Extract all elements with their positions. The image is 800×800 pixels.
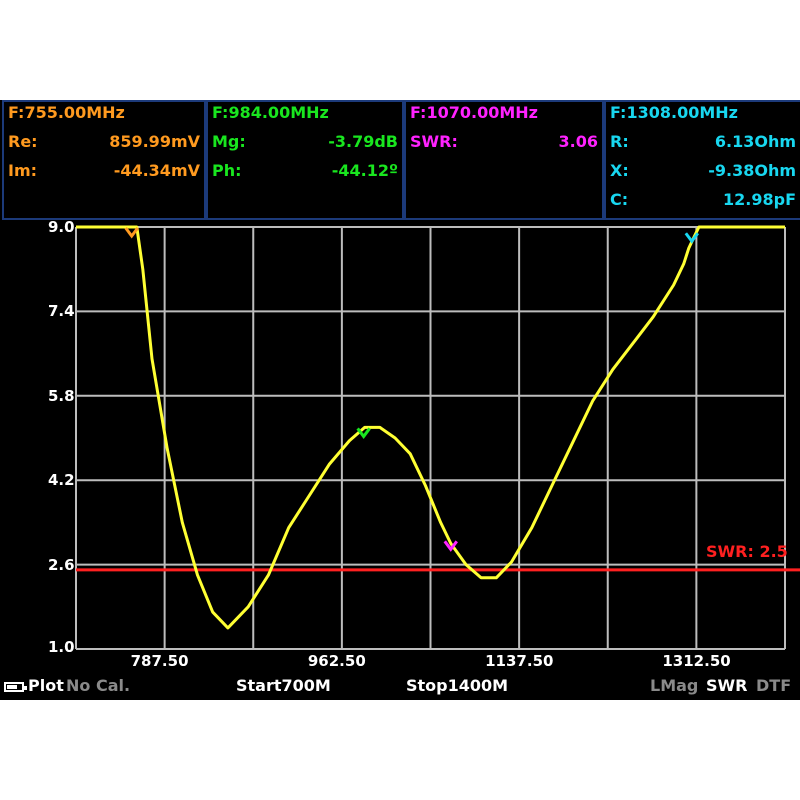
marker-readout-row: Mg: -3.79dB [212, 132, 398, 154]
marker-readout-row: Im: -44.34mV [8, 161, 200, 183]
marker-chevron [124, 227, 139, 239]
battery-icon [4, 682, 27, 692]
x-tick-label: 1312.50 [662, 652, 731, 670]
marker-panel-1[interactable]: F:755.00MHz Re: 859.99mV Im: -44.34mV [2, 100, 206, 220]
readout-value: -3.79dB [328, 132, 398, 151]
marker-chevron [443, 540, 458, 552]
readout-key: Im: [8, 161, 38, 180]
mode-swr[interactable]: SWR [706, 676, 748, 695]
swr-trace [76, 225, 785, 630]
mode-dtf[interactable]: DTF [756, 676, 792, 695]
marker-panel-3[interactable]: F:1070.00MHz SWR: 3.06 [404, 100, 604, 220]
stop-frequency[interactable]: Stop1400M [406, 676, 509, 695]
readout-value: 12.98pF [723, 190, 796, 209]
readout-value: 6.13Ohm [714, 132, 796, 151]
marker-chevron [684, 232, 700, 244]
calibration-status: No Cal. [66, 676, 131, 695]
readout-value: -44.34mV [113, 161, 200, 180]
swr-chart [75, 225, 800, 650]
x-tick-label: 1137.50 [485, 652, 554, 670]
swr-threshold-label: SWR: 2.5 [706, 542, 788, 561]
readout-key: Re: [8, 132, 38, 151]
marker-readout-row: SWR: 3.06 [410, 132, 598, 154]
marker-panel-2[interactable]: F:984.00MHz Mg: -3.79dB Ph: -44.12º [206, 100, 404, 220]
start-frequency[interactable]: Start700M [236, 676, 331, 695]
readout-value: -9.38Ohm [708, 161, 796, 180]
chart-lines [76, 225, 800, 630]
y-tick-label: 2.6 [48, 555, 75, 574]
marker-frequency: F:1070.00MHz [410, 103, 538, 122]
readout-key: SWR: [410, 132, 458, 151]
plot-button[interactable]: Plot [28, 676, 64, 695]
readout-value: 3.06 [558, 132, 598, 151]
x-tick-label: 787.50 [130, 652, 189, 670]
readout-value: -44.12º [331, 161, 398, 180]
marker-panel-4[interactable]: F:1308.00MHz R: 6.13Ohm X: -9.38Ohm C: 12.98pF [604, 100, 800, 220]
marker-frequency: F:755.00MHz [8, 103, 125, 122]
y-tick-label: 9.0 [48, 218, 75, 236]
readout-value: 859.99mV [109, 132, 200, 151]
marker-frequency: F:1308.00MHz [610, 103, 738, 122]
marker-readout-row: Ph: -44.12º [212, 161, 398, 183]
readout-key: X: [610, 161, 629, 180]
marker-readout-row: Re: 859.99mV [8, 132, 200, 154]
marker-chevron [356, 427, 371, 439]
readout-key: R: [610, 132, 629, 151]
readout-key: C: [610, 190, 629, 209]
chart-markers [124, 227, 700, 552]
readout-key: Ph: [212, 161, 242, 180]
analyzer-screen: 9.0 7.4 5.8 4.2 2.6 1.0 787.50 962.50 1137.50 13… [0, 100, 800, 700]
marker-readout-row: C: 12.98pF [610, 190, 796, 212]
marker-readout-row: R: 6.13Ohm [610, 132, 796, 154]
marker-readout-row: X: -9.38Ohm [610, 161, 796, 183]
y-tick-label: 4.2 [48, 471, 75, 490]
y-tick-label: 7.4 [48, 302, 75, 321]
y-tick-label: 1.0 [48, 638, 75, 656]
readout-key: Mg: [212, 132, 246, 151]
y-tick-label: 5.8 [48, 386, 75, 405]
status-bar: Plot No Cal. Start700M Stop1400M LMag SW… [0, 674, 800, 700]
marker-frequency: F:984.00MHz [212, 103, 329, 122]
mode-lmag[interactable]: LMag [650, 676, 699, 695]
chart-grid [75, 226, 786, 650]
x-tick-label: 962.50 [307, 652, 366, 670]
